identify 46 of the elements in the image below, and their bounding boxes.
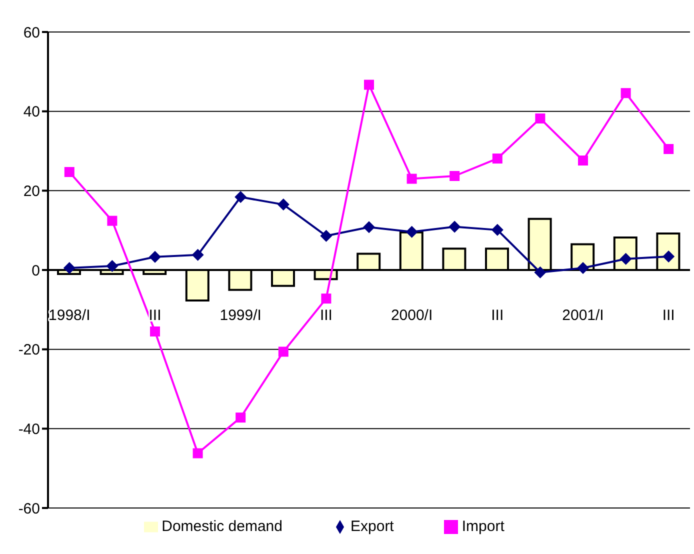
x-tick-label: III [662,307,675,324]
point [535,113,546,124]
point [149,250,161,263]
point [192,248,204,261]
point [278,346,288,357]
legend-label: Export [350,518,394,535]
y-tick-label: 60 [23,24,40,42]
point [192,448,203,458]
legend-label: Domestic demand [162,518,282,535]
point [320,230,332,242]
x-tick-label: III [148,307,162,324]
x-tick-label: 2000/I [390,307,433,324]
legend-label: Import [462,518,504,535]
y-tick-label: 20 [23,182,40,200]
point [578,156,588,166]
y-tick-label: 0 [32,262,40,280]
x-tick-label: 2001/I [562,307,604,324]
x-tick-label: 1999/I [220,307,262,324]
point [234,191,247,204]
point [150,326,160,336]
y-tick-label: 40 [23,104,40,121]
point [406,174,417,184]
point [236,412,246,423]
y-tick-label: -40 [18,420,40,438]
x-tick-label: III [320,307,332,324]
point [64,167,74,178]
x-tick-label: III [491,307,504,324]
point [577,262,589,274]
point [492,154,502,164]
point [406,226,418,238]
point [321,294,332,304]
point [664,144,674,154]
point [277,198,290,211]
y-tick-label: -20 [18,342,40,359]
point [620,88,631,98]
y-tick-label: -60 [18,500,40,518]
point [364,80,374,90]
point [106,260,118,272]
point [534,266,546,278]
x-tick-label: 1998/I [48,307,90,324]
point [448,220,461,233]
point [63,262,76,274]
point [363,221,375,234]
point [450,170,460,181]
point [107,216,118,226]
point [491,224,504,236]
